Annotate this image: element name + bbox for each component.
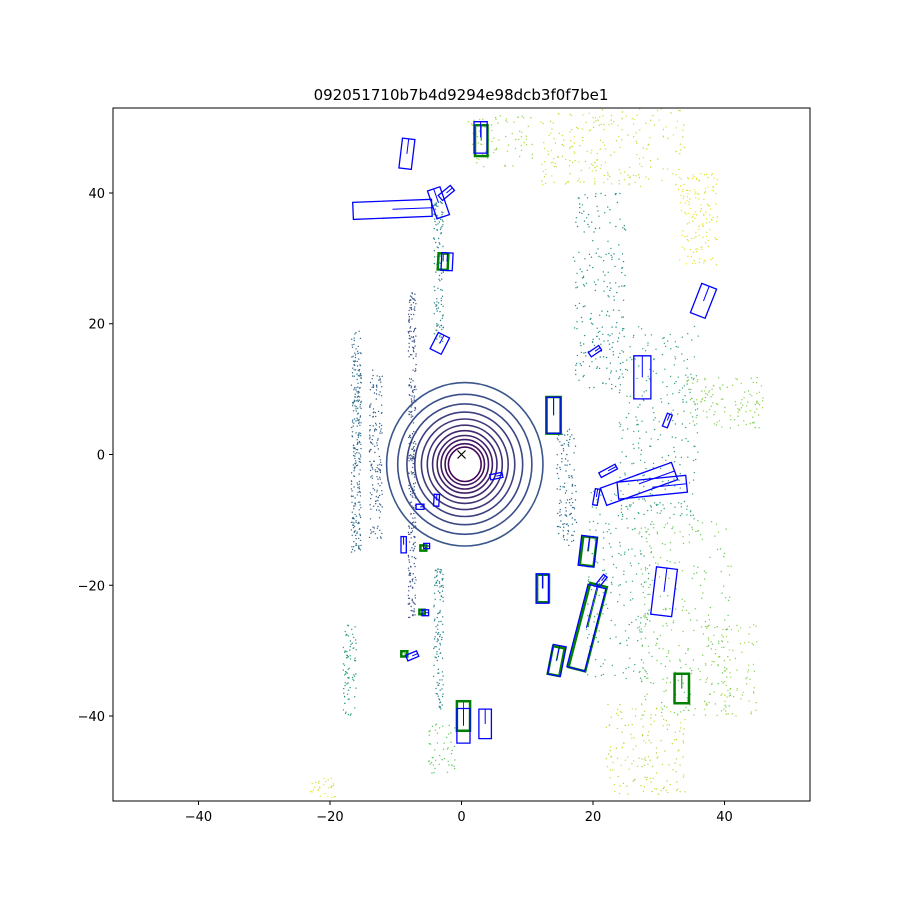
- y-tick-label: 20: [88, 318, 105, 333]
- lidar-points: [310, 108, 764, 799]
- prediction-box: [415, 503, 425, 511]
- ground-ring: [396, 393, 533, 536]
- prediction-box: [478, 708, 493, 740]
- point-cluster: [572, 192, 627, 390]
- point-cluster: [350, 330, 362, 553]
- point-cluster: [638, 520, 732, 716]
- prediction-box: [437, 184, 456, 202]
- prediction-box: [649, 566, 679, 618]
- prediction-box: [587, 344, 603, 358]
- point-cluster: [556, 428, 578, 547]
- chart-title: 092051710b7b4d9294e98dcb3f0f7be1: [314, 86, 609, 104]
- prediction-box: [423, 542, 431, 550]
- prediction-box: [456, 707, 471, 744]
- prediction-box: [421, 609, 430, 617]
- point-cluster: [677, 173, 719, 266]
- x-axis-ticks: −40 −20 0 20 40: [185, 801, 733, 825]
- ground-ring: [406, 403, 524, 526]
- ego-marker: [457, 450, 466, 459]
- ground-rings: [385, 381, 544, 547]
- point-cluster: [605, 702, 686, 795]
- prediction-box: [398, 137, 416, 171]
- bounding-boxes: [352, 121, 718, 744]
- prediction-box: [432, 493, 441, 507]
- prediction-box: [404, 650, 420, 662]
- point-cluster: [407, 448, 417, 619]
- y-tick-label: −40: [78, 710, 105, 725]
- point-cluster: [310, 777, 336, 799]
- prediction-box: [546, 643, 567, 678]
- prediction-box: [566, 583, 607, 672]
- ground-ring: [413, 411, 516, 518]
- x-tick-label: 20: [585, 810, 602, 825]
- point-cluster: [618, 325, 699, 520]
- point-cluster: [368, 369, 383, 539]
- y-axis-ticks: −40 −20 0 20 40: [78, 187, 113, 725]
- ground-truth-box: [473, 124, 489, 158]
- point-cluster: [342, 624, 357, 716]
- ground-truth-box: [436, 251, 450, 272]
- prediction-box: [535, 573, 550, 604]
- point-cluster: [432, 201, 445, 344]
- prediction-box: [633, 355, 652, 400]
- x-tick-label: 40: [716, 810, 733, 825]
- prediction-box: [488, 471, 504, 481]
- point-cluster: [428, 723, 456, 774]
- ground-truth-box: [673, 672, 691, 705]
- ground-ring: [420, 418, 509, 511]
- ground-ring: [447, 446, 482, 483]
- ground-ring: [431, 429, 498, 499]
- ground-ring: [444, 442, 486, 486]
- prediction-box: [661, 412, 674, 429]
- prediction-box: [594, 573, 609, 588]
- prediction-box: [597, 463, 619, 479]
- y-tick-label: 40: [88, 187, 105, 202]
- prediction-box: [577, 534, 599, 568]
- y-tick-label: 0: [97, 449, 105, 464]
- point-cluster: [686, 377, 764, 429]
- y-tick-label: −20: [78, 579, 105, 594]
- x-tick-label: −40: [185, 810, 212, 825]
- prediction-box: [546, 396, 561, 434]
- prediction-box: [599, 461, 679, 507]
- point-cluster: [432, 568, 444, 710]
- x-tick-label: 0: [457, 810, 465, 825]
- point-cluster: [407, 292, 417, 462]
- ground-ring: [385, 381, 544, 547]
- ground-ring: [440, 438, 490, 490]
- prediction-box: [400, 535, 407, 554]
- point-cluster: [540, 108, 686, 188]
- x-tick-label: −20: [316, 810, 343, 825]
- point-cluster: [704, 624, 758, 717]
- ground-ring: [426, 424, 504, 505]
- prediction-box: [426, 185, 451, 220]
- prediction-box: [591, 487, 601, 507]
- ego-x-mark: [457, 450, 466, 459]
- prediction-box: [352, 198, 433, 221]
- ground-ring: [436, 434, 494, 494]
- prediction-box: [429, 331, 451, 356]
- ground-truth-box: [535, 573, 551, 604]
- prediction-box: [473, 121, 488, 154]
- point-cluster: [467, 115, 534, 168]
- prediction-box: [689, 282, 718, 320]
- prediction-box: [616, 474, 689, 500]
- prediction-box: [440, 251, 454, 272]
